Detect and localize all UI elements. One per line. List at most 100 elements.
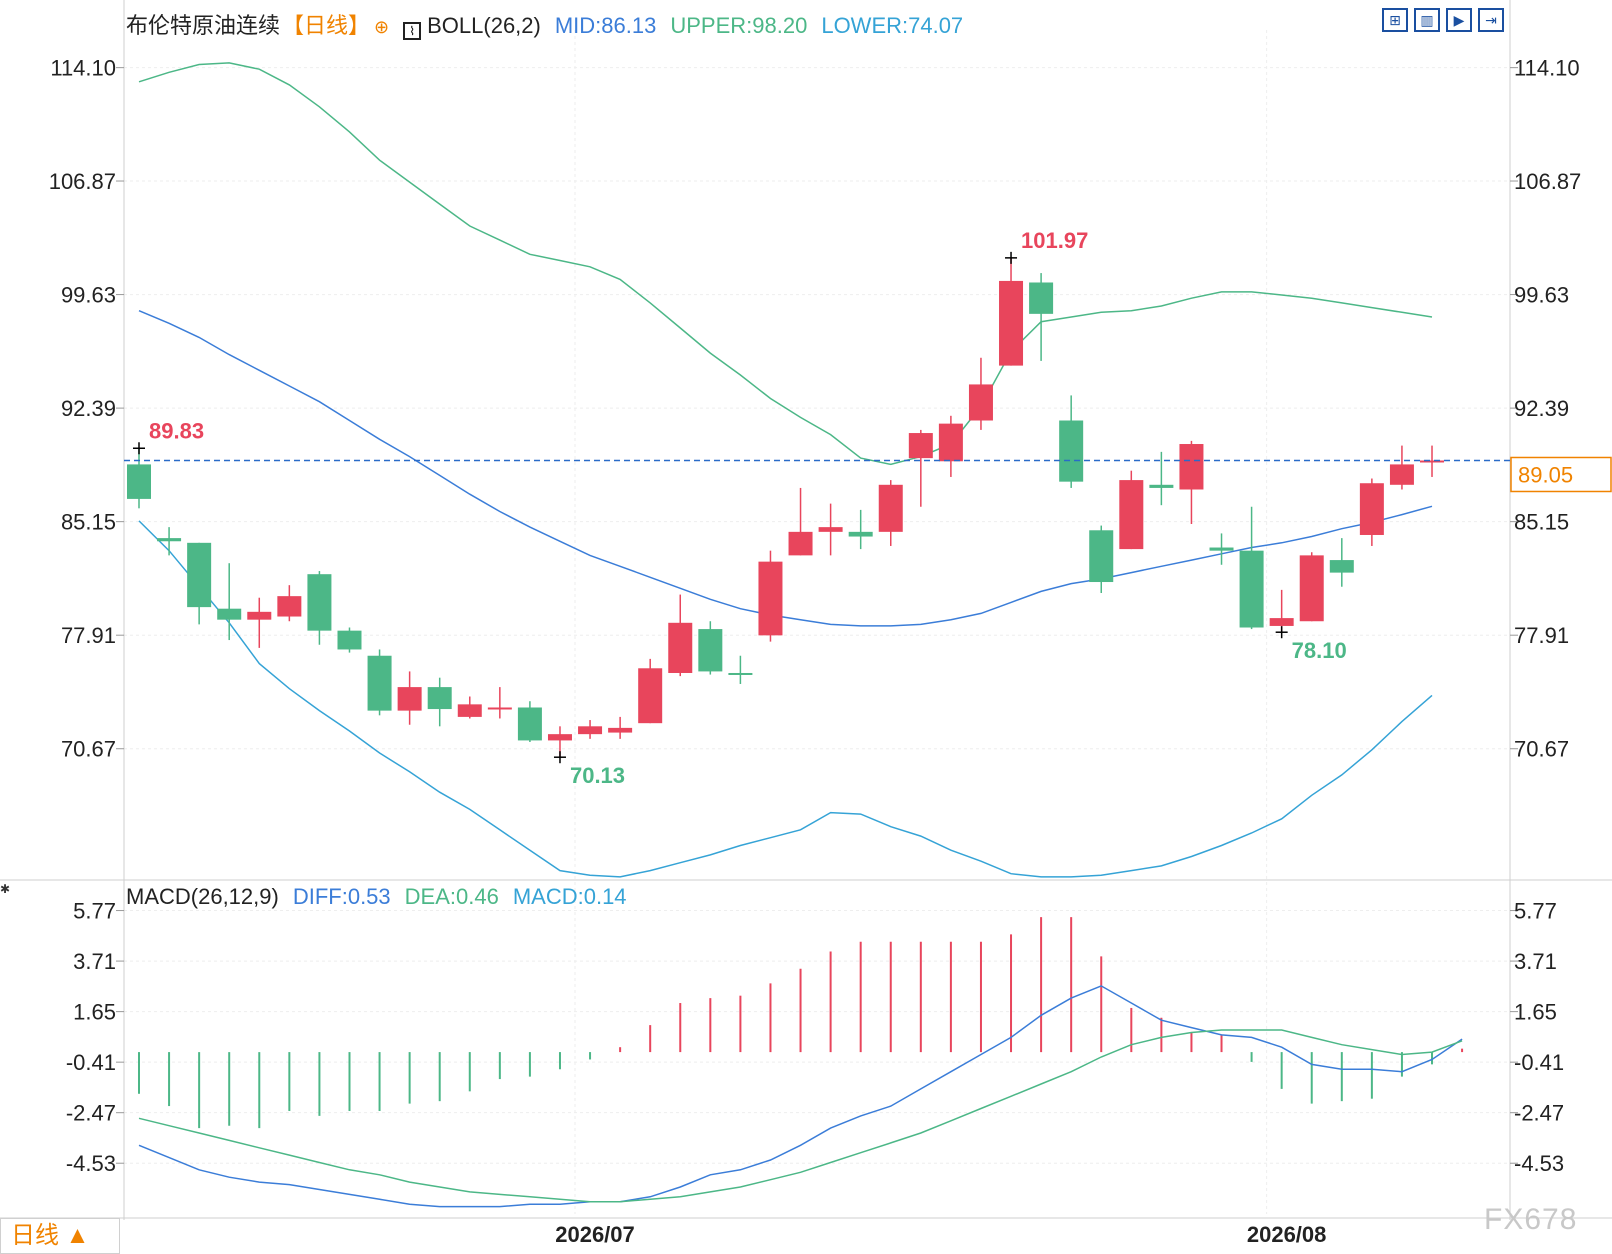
candle-down: [337, 627, 362, 653]
current-price-marker: 89.05: [124, 456, 1612, 493]
candle-down: [427, 677, 452, 727]
candle-body: [578, 726, 603, 735]
boll-lower-value: LOWER:74.07: [821, 13, 964, 38]
candle-body: [547, 734, 572, 741]
instrument-name: 布伦特原油连续: [126, 13, 281, 38]
macd-tick-label: -4.53: [1514, 1151, 1564, 1176]
macd-tick-label: -0.41: [1514, 1050, 1564, 1075]
price-tick-label: 114.10: [50, 56, 116, 81]
candle-body: [1239, 550, 1264, 628]
candle-down: [1209, 533, 1234, 565]
candle-down: [1029, 273, 1054, 361]
candle-up: [1420, 445, 1445, 477]
candle-up: [457, 696, 482, 719]
boll-lower-line: [138, 520, 1433, 878]
candle-up: [1389, 445, 1414, 490]
high-price-label: 89.83: [149, 418, 204, 443]
candle-up: [968, 357, 993, 430]
candle-body: [247, 611, 272, 620]
price-tick-label: 77.91: [1514, 623, 1569, 648]
candle-body: [1209, 547, 1234, 551]
grid-icon[interactable]: ⊞: [1382, 8, 1408, 32]
price-tick-label: 77.91: [61, 623, 116, 648]
candle-down: [127, 448, 151, 509]
candle-up: [999, 257, 1024, 366]
price-tick-label: 85.15: [1514, 510, 1569, 535]
candle-body: [1329, 560, 1354, 573]
candle-body: [848, 531, 873, 537]
price-tick-label: 92.39: [1514, 396, 1569, 421]
macd-tick-label: 3.71: [73, 949, 116, 974]
candle-body: [517, 707, 542, 741]
candle-up: [277, 585, 302, 622]
drag-handle-icon[interactable]: ✱: [0, 882, 11, 896]
price-tick-label: 92.39: [61, 396, 116, 421]
candle-body: [427, 687, 452, 710]
price-tick-label: 70.67: [1514, 737, 1569, 762]
boll-mid-line: [138, 310, 1433, 627]
candle-down: [1149, 451, 1174, 506]
macd-tick-label: 1.65: [1514, 1000, 1557, 1025]
bar-chart-icon[interactable]: ▥: [1414, 8, 1440, 32]
candle-up: [1359, 478, 1384, 546]
candle-body: [1149, 484, 1174, 488]
candle-up: [788, 487, 813, 556]
macd-tick-label: 3.71: [1514, 949, 1557, 974]
period-settings-icon[interactable]: ⊕: [374, 17, 390, 37]
macd-histogram: [138, 917, 1464, 1129]
low-price-label: 78.10: [1292, 638, 1347, 663]
candle-down: [307, 571, 332, 645]
candle-down: [728, 655, 753, 684]
macd-axis-right: 5.77 3.71 1.65 -0.41 -2.47 -4.53: [1510, 899, 1564, 1176]
price-tick-label: 106.87: [1514, 169, 1581, 194]
price-tick-label: 70.67: [61, 737, 116, 762]
chart-frame: [0, 0, 1612, 1220]
candle-body: [908, 433, 933, 459]
play-forward-icon[interactable]: ▶: [1446, 8, 1472, 32]
macd-value: MACD:0.14: [512, 884, 627, 909]
period-tag[interactable]: 【日线】: [282, 13, 371, 38]
boll-upper-line: [138, 62, 1433, 466]
candle-up: [487, 687, 512, 719]
candle-body: [818, 527, 843, 532]
candle-body: [608, 727, 633, 733]
macd-dea-line: [138, 1029, 1463, 1203]
price-axis-left: 114.10 106.87 99.63 92.39 85.15 77.91 70.67: [49, 56, 124, 762]
candle-body: [938, 423, 963, 462]
candle-body: [487, 707, 512, 710]
period-selector-label: 日线 ▲: [11, 1222, 90, 1249]
boll-mid-value: MID:86.13: [554, 13, 657, 38]
candles: [127, 257, 1445, 758]
candle-body: [638, 668, 663, 724]
price-tick-label: 99.63: [61, 283, 116, 308]
price-axis-right: 114.10 106.87 99.63 92.39 85.15 77.91 70.67: [1510, 56, 1581, 762]
candle-body: [277, 596, 302, 617]
candle-up: [578, 720, 603, 739]
boll-indicator-name: BOLL(26,2): [427, 13, 541, 38]
candle-body: [187, 542, 212, 608]
period-selector[interactable]: 日线 ▲: [0, 1218, 120, 1254]
macd-tick-label: 1.65: [73, 1000, 116, 1025]
skip-end-icon[interactable]: ⇥: [1478, 8, 1504, 32]
candle-down: [848, 509, 873, 550]
candle-body: [1299, 555, 1324, 622]
macd-lines: [138, 985, 1463, 1208]
candle-body: [1179, 444, 1204, 490]
macd-axis-left: 5.77 3.71 1.65 -0.41 -2.47 -4.53: [66, 899, 124, 1176]
macd-dea-value: DEA:0.46: [404, 884, 499, 909]
candle-down: [1239, 506, 1264, 630]
price-tick-label: 85.15: [61, 510, 116, 535]
candle-body: [758, 561, 783, 636]
candle-body: [968, 384, 993, 421]
macd-tick-label: -2.47: [66, 1101, 116, 1126]
candle-body: [457, 704, 482, 717]
indicator-switch-icon[interactable]: ⌇: [403, 22, 422, 40]
candle-body: [668, 622, 693, 673]
price-tick-label: 99.63: [1514, 283, 1569, 308]
candle-down: [367, 649, 392, 716]
candle-body: [698, 629, 723, 672]
candle-body: [127, 464, 151, 499]
macd-tick-label: -0.41: [66, 1050, 116, 1075]
chart-header: 布伦特原油连续【日线】 ⊕ ⌇ BOLL(26,2) MID:86.13 UPPER:98…: [126, 8, 977, 40]
